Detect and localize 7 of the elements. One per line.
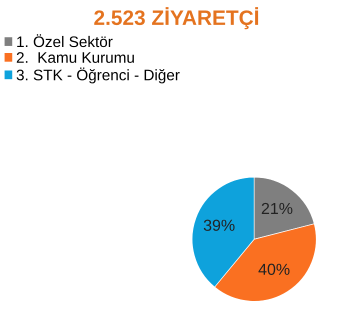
- data-label: 39%: [204, 220, 235, 231]
- legend-label: 3. STK - Öğrenci - Diğer: [16, 67, 180, 84]
- legend-label: 2. Kamu Kurumu: [16, 52, 134, 63]
- data-label: 21%: [262, 202, 292, 214]
- legend-label: 1. Özel Sektör: [17, 34, 113, 48]
- data-label: 40%: [258, 264, 290, 275]
- chart-title: 2.523 ZİYARETÇİ: [94, 7, 258, 30]
